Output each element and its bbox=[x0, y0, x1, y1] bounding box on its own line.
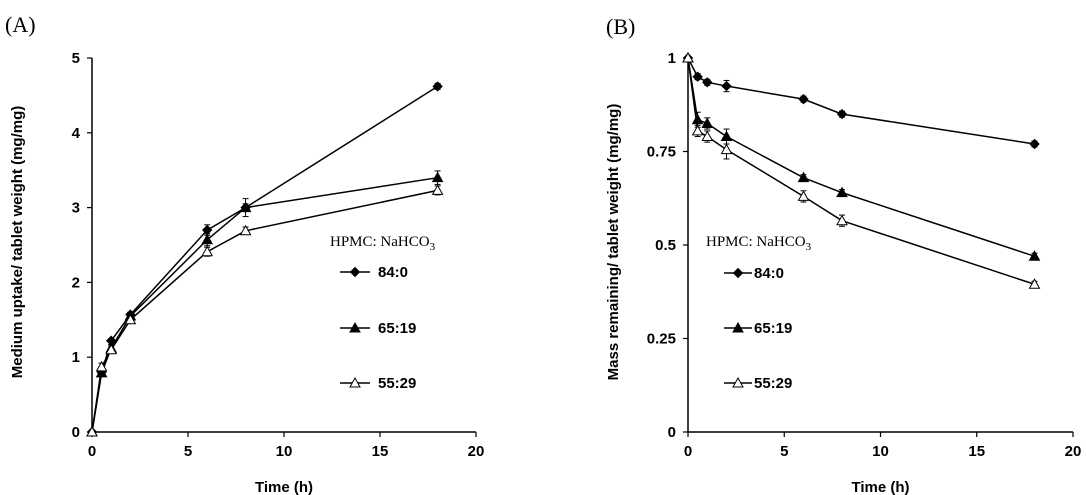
y-tick-label: 4 bbox=[72, 125, 81, 142]
series-line bbox=[687, 57, 1035, 285]
y-tick-label: 3 bbox=[72, 200, 80, 217]
data-point bbox=[431, 171, 444, 183]
y-tick-label: 0 bbox=[668, 424, 676, 441]
y-tick-label: 2 bbox=[72, 274, 80, 291]
panel-b-label: (B) bbox=[606, 14, 635, 39]
legend-label: 55:29 bbox=[378, 375, 416, 392]
data-point bbox=[95, 360, 108, 372]
data-point bbox=[1028, 250, 1041, 261]
legend-label: 84:0 bbox=[378, 264, 408, 281]
legend-marker bbox=[349, 266, 361, 278]
y-tick-label: 0 bbox=[72, 424, 80, 441]
series-line bbox=[91, 189, 438, 433]
legend-title: HPMC: NaHCO3 bbox=[706, 234, 812, 253]
data-point bbox=[682, 51, 694, 63]
x-tick-label: 10 bbox=[872, 443, 889, 460]
series-line bbox=[91, 176, 438, 433]
x-tick-label: 10 bbox=[276, 443, 293, 460]
data-point bbox=[124, 313, 137, 325]
y-axis-title: Medium uptake/ tablet weight (mg/mg) bbox=[9, 106, 26, 379]
data-point bbox=[1029, 138, 1040, 150]
x-tick-label: 20 bbox=[468, 443, 485, 460]
legend-item-84-0: 84:0 bbox=[724, 265, 784, 282]
data-point bbox=[431, 184, 444, 195]
legend: HPMC: NaHCO3 84:0 65:19 55:29 bbox=[330, 234, 436, 392]
panel-a-label: (A) bbox=[5, 12, 36, 37]
x-axis-title: Time (h) bbox=[851, 479, 909, 495]
legend-marker bbox=[732, 376, 744, 388]
series-55-29 bbox=[682, 51, 1041, 289]
data-point bbox=[720, 130, 733, 142]
legend-label: 65:19 bbox=[754, 320, 792, 337]
x-tick-label: 5 bbox=[184, 443, 192, 460]
x-tick-label: 0 bbox=[684, 443, 692, 460]
legend-item-55-29: 55:29 bbox=[724, 375, 792, 392]
data-point bbox=[797, 171, 810, 183]
y-tick-label: 1 bbox=[668, 50, 676, 67]
y-tick-label: 0.25 bbox=[647, 331, 676, 348]
data-point bbox=[86, 425, 98, 437]
x-tick-label: 5 bbox=[780, 443, 788, 460]
data-point bbox=[95, 366, 108, 378]
data-point bbox=[691, 113, 704, 125]
data-point bbox=[701, 130, 714, 142]
legend-label: 55:29 bbox=[754, 375, 792, 392]
series-84-0 bbox=[682, 52, 1040, 150]
y-tick-label: 5 bbox=[72, 50, 80, 67]
data-point bbox=[797, 190, 810, 201]
data-point bbox=[720, 143, 733, 155]
legend-item-84-0: 84:0 bbox=[340, 264, 408, 281]
x-tick-label: 15 bbox=[372, 443, 389, 460]
data-point bbox=[239, 224, 252, 236]
legend-marker bbox=[349, 321, 361, 333]
data-point bbox=[105, 343, 118, 355]
data-point bbox=[201, 233, 214, 245]
data-point bbox=[432, 81, 443, 92]
legend: HPMC: NaHCO3 84:0 65:19 55:29 bbox=[706, 234, 812, 392]
data-point bbox=[798, 93, 809, 105]
data-point bbox=[1028, 278, 1041, 289]
data-point bbox=[836, 214, 848, 226]
data-point bbox=[692, 71, 703, 82]
x-tick-label: 0 bbox=[88, 443, 96, 460]
data-point bbox=[702, 77, 713, 88]
y-axis-title: Mass remaining/ tablet weight (mg/mg) bbox=[605, 104, 622, 381]
data-point bbox=[721, 80, 732, 92]
legend-item-55-29: 55:29 bbox=[340, 375, 416, 392]
legend-item-65-19: 65:19 bbox=[724, 320, 792, 337]
series-55-29 bbox=[86, 184, 444, 437]
data-point bbox=[836, 186, 848, 198]
legend-marker bbox=[732, 267, 744, 279]
legend-marker bbox=[349, 376, 361, 388]
data-point bbox=[691, 124, 704, 136]
y-tick-label: 0.75 bbox=[647, 144, 676, 161]
data-point bbox=[701, 117, 714, 128]
data-point bbox=[201, 245, 214, 257]
legend-item-65-19: 65:19 bbox=[340, 320, 416, 337]
x-axis-title: Time (h) bbox=[255, 479, 313, 495]
x-tick-label: 20 bbox=[1065, 443, 1082, 460]
data-point bbox=[239, 201, 252, 213]
legend-marker bbox=[732, 321, 744, 333]
series-65-19 bbox=[682, 51, 1041, 261]
series-line bbox=[687, 57, 1035, 145]
x-tick-label: 15 bbox=[968, 443, 985, 460]
panel-a: (A) 0 1 2 3 4 5 0 5 10 15 20 Time (h) Medium uptake/ … bbox=[5, 12, 484, 495]
y-tick-label: 0.5 bbox=[655, 237, 676, 254]
legend-title: HPMC: NaHCO3 bbox=[330, 234, 436, 253]
legend-label: 84:0 bbox=[754, 265, 784, 282]
data-point bbox=[836, 108, 848, 120]
legend-label: 65:19 bbox=[378, 320, 416, 337]
y-tick-label: 1 bbox=[72, 349, 80, 366]
